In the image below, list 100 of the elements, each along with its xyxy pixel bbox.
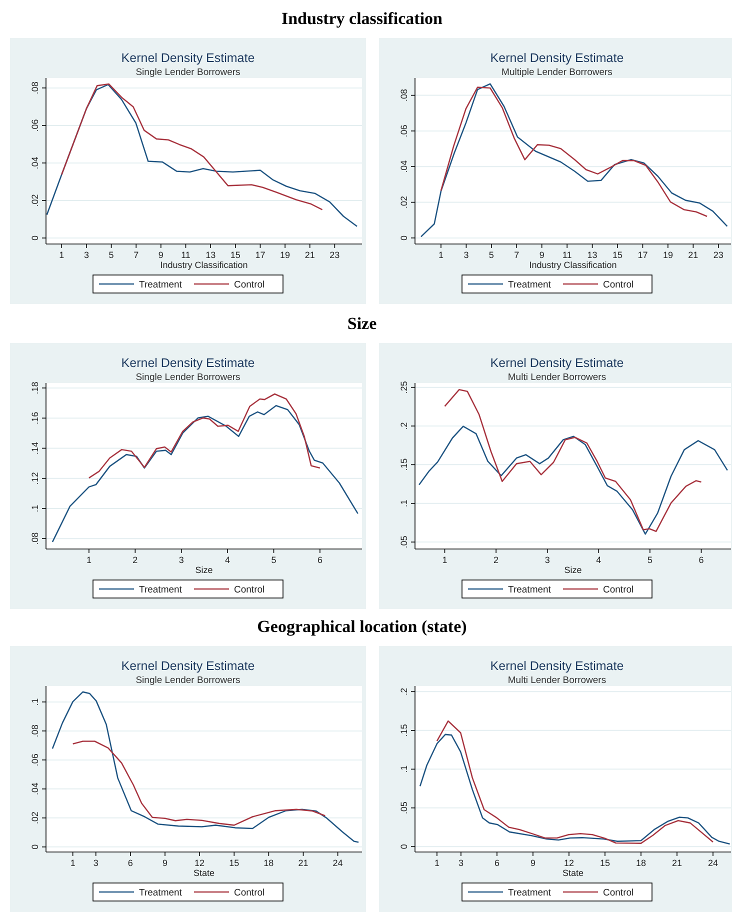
y-tick-label: .02 <box>399 196 409 209</box>
y-tick-label: .1 <box>30 504 40 512</box>
x-axis-title: Industry Classification <box>529 260 617 270</box>
y-tick-label: .02 <box>30 194 40 207</box>
x-tick-label: 9 <box>158 250 164 260</box>
y-tick-label: .08 <box>30 724 40 738</box>
y-tick-label: .1 <box>30 698 40 706</box>
x-tick-label: 3 <box>178 555 184 565</box>
text: Industry classification <box>281 9 444 28</box>
text: Geographical location (state) <box>257 617 467 636</box>
chart-subtitle: Multi Lender Borrowers <box>508 372 606 383</box>
y-tick-label: .05 <box>399 802 409 814</box>
x-tick-label: 3 <box>544 555 550 565</box>
x-tick-label: 5 <box>488 250 494 260</box>
x-tick-label: 5 <box>647 555 652 565</box>
x-tick-label: 17 <box>638 250 648 260</box>
y-tick-label: .06 <box>30 754 40 766</box>
y-tick-label: .04 <box>30 156 40 170</box>
y-tick-label: 0 <box>30 844 40 850</box>
x-axis-title: Industry Classification <box>160 260 248 270</box>
legend-label: Treatment <box>508 280 552 290</box>
y-tick-label: 0 <box>30 235 40 241</box>
y-tick-label: .08 <box>30 82 40 94</box>
line-series <box>72 740 326 826</box>
x-tick-label: 1 <box>86 555 92 565</box>
y-tick-label: .08 <box>399 89 409 102</box>
x-tick-label: 17 <box>255 250 266 260</box>
x-tick-label: 24 <box>332 858 343 868</box>
chart-title: Kernel Density Estimate <box>121 51 255 65</box>
x-tick-label: 12 <box>564 858 574 868</box>
legend-label: Control <box>234 584 265 596</box>
y-tick-label: .06 <box>399 124 409 138</box>
x-tick-label: 9 <box>539 250 544 260</box>
text: Size <box>347 314 378 333</box>
x-axis-title: Size <box>564 565 582 575</box>
x-tick-label: 18 <box>264 858 274 868</box>
x-tick-label: 3 <box>93 858 98 868</box>
x-tick-label: 9 <box>530 858 536 868</box>
x-tick-label: 4 <box>225 555 230 565</box>
x-tick-label: 11 <box>562 250 572 260</box>
x-tick-label: 12 <box>194 858 205 868</box>
chart-subtitle: Single Lender Borrowers <box>136 675 241 686</box>
y-tick-label: .1 <box>399 500 409 508</box>
x-tick-label: 11 <box>181 250 190 260</box>
x-axis-title: State <box>562 868 584 878</box>
legend-label: Control <box>603 584 634 596</box>
x-tick-label: 7 <box>514 250 520 260</box>
x-tick-label: 6 <box>317 555 322 565</box>
legend-label: Control <box>603 280 634 290</box>
y-tick-label: .2 <box>399 422 409 430</box>
chart-subtitle: Single Lender Borrowers <box>136 67 241 78</box>
line-series <box>440 86 708 218</box>
chart-subtitle: Single Lender Borrowers <box>136 372 241 383</box>
x-tick-label: 1 <box>438 250 444 260</box>
x-tick-label: 21 <box>304 250 315 260</box>
line-series <box>52 691 360 843</box>
x-tick-label: 4 <box>596 555 602 565</box>
chart-subtitle: Multi Lender Borrowers <box>508 675 606 686</box>
legend-label: Control <box>234 888 265 898</box>
y-tick-label: .08 <box>30 532 40 545</box>
x-tick-label: 6 <box>128 858 133 868</box>
y-tick-label: .1 <box>399 765 409 773</box>
y-tick-label: 0 <box>399 844 409 850</box>
x-tick-label: 15 <box>229 858 240 868</box>
y-tick-label: .15 <box>399 724 409 737</box>
chart-title: Kernel Density Estimate <box>121 659 255 673</box>
y-tick-label: .05 <box>399 536 409 548</box>
y-tick-label: .04 <box>399 160 409 173</box>
x-tick-label: 19 <box>662 250 673 260</box>
y-tick-label: .18 <box>30 382 40 394</box>
x-tick-label: 13 <box>206 250 216 260</box>
line-series <box>52 404 358 543</box>
x-tick-label: 3 <box>458 858 464 868</box>
y-tick-label: .16 <box>30 412 40 424</box>
x-tick-label: 15 <box>600 858 610 868</box>
x-tick-label: 5 <box>271 555 276 565</box>
y-tick-label: .14 <box>30 442 40 454</box>
chart-title: Kernel Density Estimate <box>121 356 255 370</box>
legend-label: Treatment <box>508 584 552 596</box>
line-series <box>418 426 728 535</box>
x-tick-label: 1 <box>70 858 76 868</box>
line-series <box>444 389 702 532</box>
x-tick-label: 21 <box>672 858 682 868</box>
x-tick-label: 1 <box>442 555 448 565</box>
legend-label: Treatment <box>139 888 182 898</box>
x-tick-label: 6 <box>698 555 704 565</box>
line-series <box>420 83 728 238</box>
x-tick-label: 23 <box>330 250 340 260</box>
x-axis-title: Size <box>195 565 213 575</box>
chart-title: Kernel Density Estimate <box>490 356 624 370</box>
x-tick-label: 1 <box>59 250 64 260</box>
line-series <box>419 734 730 845</box>
x-tick-label: 2 <box>132 555 138 565</box>
legend-label: Control <box>603 888 634 898</box>
x-tick-label: 13 <box>587 250 598 260</box>
y-tick-label: .02 <box>30 812 40 824</box>
line-series <box>60 83 323 210</box>
chart-title: Kernel Density Estimate <box>490 51 624 65</box>
y-tick-label: .2 <box>399 688 409 696</box>
x-tick-label: 2 <box>494 555 499 565</box>
